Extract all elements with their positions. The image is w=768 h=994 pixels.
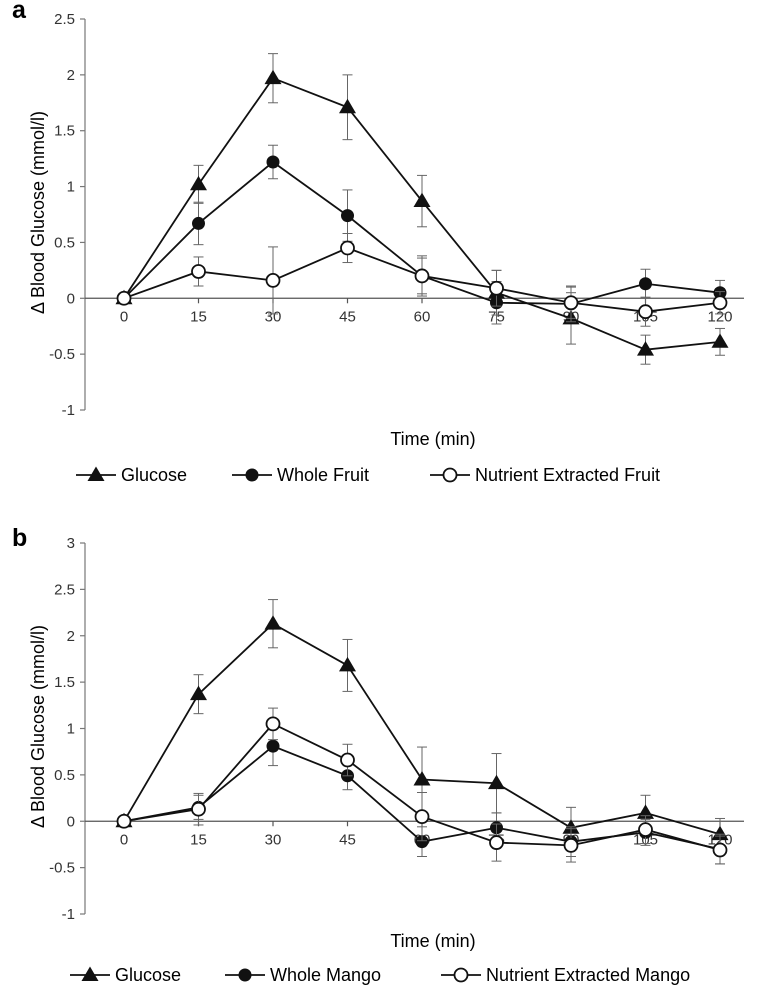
legend-label: Whole Mango <box>270 965 381 985</box>
legend: Glucose Whole Fruit Nutrient Extracted Fru… <box>76 465 660 485</box>
series-whole-fruit <box>117 144 727 325</box>
data-point <box>414 809 430 825</box>
y-axis-label: Δ Blood Glucose (mmol/l) <box>28 625 48 828</box>
x-axis-label: Time (min) <box>390 429 475 449</box>
data-point <box>488 774 505 790</box>
x-tick-label: 0 <box>120 308 128 325</box>
panel-label: a <box>12 0 27 24</box>
data-point <box>266 155 280 169</box>
data-point <box>191 801 206 817</box>
y-tick-label: 1 <box>67 179 75 196</box>
series-glucose <box>115 53 729 365</box>
data-point <box>712 295 728 311</box>
data-point <box>341 209 354 223</box>
y-tick-label: 0 <box>67 813 75 830</box>
y-tick-label: -0.5 <box>49 346 75 363</box>
legend-label: Glucose <box>115 965 181 985</box>
y-tick-label: 2.5 <box>54 11 75 28</box>
chart-panel-a: a-1-0.500.511.522.50153045607590105120Δ … <box>12 0 744 485</box>
panel-label: b <box>12 524 27 552</box>
legend: Glucose Whole Mango Nutrient Extracted Man… <box>70 965 690 985</box>
data-point <box>265 716 281 732</box>
series-nutrient-extracted-mango <box>116 707 728 865</box>
x-tick-label: 45 <box>339 831 356 848</box>
data-point <box>190 685 207 701</box>
data-point <box>711 333 729 348</box>
x-tick-label: 60 <box>414 308 431 325</box>
x-tick-label: 45 <box>339 308 356 325</box>
y-tick-label: 0.5 <box>54 234 75 251</box>
y-tick-label: 1.5 <box>54 123 75 140</box>
data-point <box>339 98 356 114</box>
x-tick-label: 30 <box>265 308 282 325</box>
data-point <box>414 268 430 284</box>
data-point <box>639 277 652 291</box>
y-tick-label: -1 <box>62 402 75 419</box>
legend-label: Glucose <box>121 465 187 485</box>
data-point <box>340 240 355 256</box>
x-tick-label: 15 <box>190 308 207 325</box>
data-point <box>489 280 504 296</box>
data-point <box>190 175 207 191</box>
legend-marker <box>87 466 105 481</box>
legend-label: Whole Fruit <box>277 465 369 485</box>
data-point <box>712 842 728 858</box>
data-point <box>192 216 205 230</box>
data-point <box>637 341 654 356</box>
legend-marker <box>453 967 469 983</box>
data-point <box>340 752 355 768</box>
y-tick-label: 3 <box>67 535 75 552</box>
y-tick-label: 1 <box>67 721 75 738</box>
legend-marker <box>238 968 252 982</box>
y-tick-label: 2.5 <box>54 581 75 598</box>
data-point <box>116 813 132 829</box>
y-tick-label: -1 <box>62 906 75 923</box>
legend-marker <box>442 467 458 483</box>
y-axis-label: Δ Blood Glucose (mmol/l) <box>28 111 48 314</box>
y-tick-label: 0.5 <box>54 767 75 784</box>
y-tick-label: 0 <box>67 290 75 307</box>
x-tick-label: 30 <box>265 831 282 848</box>
data-point <box>413 771 431 786</box>
x-tick-label: 120 <box>707 308 732 325</box>
x-axis-label: Time (min) <box>390 931 475 951</box>
y-tick-label: 2 <box>67 67 75 84</box>
data-point <box>264 615 282 630</box>
data-point <box>191 264 206 279</box>
data-point <box>563 295 579 311</box>
data-point <box>415 835 429 849</box>
series-glucose <box>115 599 729 851</box>
y-tick-label: -0.5 <box>49 860 75 877</box>
data-point <box>339 656 356 672</box>
data-point <box>413 192 431 208</box>
data-point <box>116 290 132 306</box>
x-tick-label: 15 <box>190 831 207 848</box>
y-tick-label: 2 <box>67 628 75 645</box>
data-point <box>563 837 579 853</box>
data-point <box>266 739 280 753</box>
data-point <box>489 835 504 850</box>
data-point <box>264 69 282 85</box>
data-point <box>638 822 653 837</box>
legend-label: Nutrient Extracted Fruit <box>475 465 660 485</box>
legend-marker <box>245 468 259 482</box>
series-nutrient-extracted-fruit <box>116 232 728 327</box>
data-point <box>265 273 281 288</box>
legend-label: Nutrient Extracted Mango <box>486 965 690 985</box>
legend-marker <box>81 966 99 981</box>
chart-panel-b: b-1-0.500.511.522.530153045607590105120Δ… <box>12 524 744 985</box>
data-point <box>638 304 653 320</box>
y-tick-label: 1.5 <box>54 674 75 691</box>
x-tick-label: 0 <box>120 831 128 848</box>
